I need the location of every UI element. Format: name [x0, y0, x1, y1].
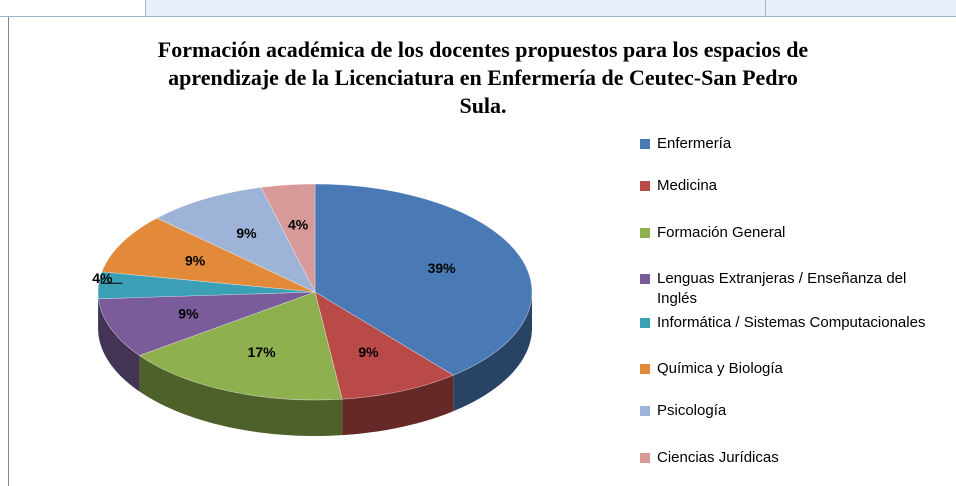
legend-label: Medicina [657, 177, 718, 194]
legend-item: Ciencias Jurídicas [640, 448, 950, 468]
legend-item: Psicología [640, 401, 950, 421]
pie-slice-side [342, 375, 454, 436]
legend-item: Química y Biología [640, 359, 950, 379]
legend-label: Lenguas Extranjeras / Enseñanza del Ingl… [657, 270, 907, 307]
pie-slice [260, 183, 316, 293]
legend-swatch [640, 453, 650, 463]
data-label: 9% [185, 252, 206, 268]
leader-line [100, 279, 123, 284]
pie-slice [138, 291, 343, 401]
data-label: 4% [92, 270, 113, 286]
data-label: 9% [178, 305, 199, 321]
legend-swatch [640, 406, 650, 416]
pie-slice-side [453, 292, 532, 412]
pie-slice [314, 183, 533, 376]
pie-slice-side [98, 298, 140, 392]
data-label: 4% [288, 216, 309, 232]
chart-frame [8, 17, 956, 486]
data-label: 17% [248, 344, 277, 360]
legend-label: Psicología [657, 402, 727, 419]
legend-item: Medicina [640, 176, 950, 196]
legend-swatch [640, 364, 650, 374]
pie-slice [156, 187, 316, 293]
pie-slice [101, 217, 316, 293]
pie-slice-side [139, 355, 343, 436]
pie-slice [98, 291, 316, 356]
data-label: 39% [428, 260, 457, 276]
legend-item: Lenguas Extranjeras / Enseñanza del Ingl… [640, 269, 950, 309]
data-label: 9% [236, 225, 257, 241]
legend-item: Informática / Sistemas Computacionales [640, 313, 950, 333]
data-label: 9% [358, 344, 379, 360]
table-cell [0, 0, 146, 17]
legend-item: Enfermería [640, 134, 950, 154]
pie-slice [314, 291, 454, 400]
legend-item: Formación General [640, 223, 950, 243]
legend-label: Ciencias Jurídicas [657, 449, 779, 466]
legend-label: Química y Biología [657, 360, 783, 377]
legend-swatch [640, 228, 650, 238]
legend-swatch [640, 318, 650, 328]
table-cell [766, 0, 956, 17]
legend-label: Enfermería [657, 135, 732, 152]
legend-swatch [640, 139, 650, 149]
table-cell [146, 0, 766, 17]
legend-label: Formación General [657, 224, 786, 241]
legend-swatch [640, 181, 650, 191]
legend-swatch [640, 274, 650, 284]
chart-title: Formación académica de los docentes prop… [157, 37, 809, 118]
legend-label: Informática / Sistemas Computacionales [657, 314, 926, 331]
